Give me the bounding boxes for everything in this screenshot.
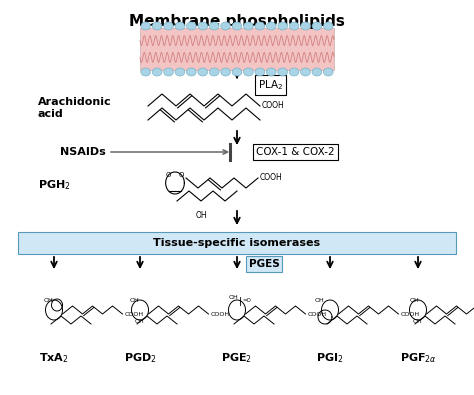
- Ellipse shape: [141, 22, 151, 30]
- Ellipse shape: [175, 68, 185, 76]
- Text: NSAIDs: NSAIDs: [60, 147, 106, 157]
- Ellipse shape: [175, 22, 185, 30]
- Bar: [18, 232, 456, 254]
- Ellipse shape: [323, 68, 333, 76]
- Text: COOH: COOH: [262, 102, 285, 111]
- Ellipse shape: [278, 68, 288, 76]
- Text: COOH: COOH: [260, 173, 283, 182]
- Text: Membrane phospholipids: Membrane phospholipids: [129, 14, 345, 29]
- Text: Arachidonic
acid: Arachidonic acid: [38, 97, 111, 119]
- Text: O: O: [166, 172, 171, 178]
- Text: OH: OH: [410, 298, 420, 303]
- Text: PGF$_{2\alpha}$: PGF$_{2\alpha}$: [400, 351, 437, 365]
- Ellipse shape: [221, 68, 230, 76]
- Ellipse shape: [210, 68, 219, 76]
- Text: COOH: COOH: [125, 312, 144, 316]
- Ellipse shape: [266, 68, 276, 76]
- Ellipse shape: [289, 22, 299, 30]
- Ellipse shape: [221, 22, 230, 30]
- Text: PGD$_2$: PGD$_2$: [124, 351, 156, 365]
- Text: OH: OH: [315, 298, 325, 303]
- Ellipse shape: [141, 68, 151, 76]
- Ellipse shape: [312, 22, 322, 30]
- Ellipse shape: [232, 68, 242, 76]
- Ellipse shape: [198, 68, 208, 76]
- Text: OH: OH: [229, 295, 239, 300]
- Ellipse shape: [255, 22, 264, 30]
- Ellipse shape: [186, 68, 196, 76]
- Ellipse shape: [198, 22, 208, 30]
- Text: OH: OH: [195, 211, 207, 220]
- Ellipse shape: [266, 22, 276, 30]
- Text: PGES: PGES: [249, 259, 280, 269]
- Text: OH: OH: [413, 319, 423, 324]
- Text: OH: OH: [44, 298, 54, 303]
- Ellipse shape: [244, 68, 253, 76]
- Text: PGI$_2$: PGI$_2$: [316, 351, 344, 365]
- Text: O: O: [179, 172, 184, 178]
- Text: PLA$_2$: PLA$_2$: [258, 78, 283, 92]
- Ellipse shape: [244, 22, 253, 30]
- Text: TxA$_2$: TxA$_2$: [39, 351, 69, 365]
- Ellipse shape: [152, 22, 162, 30]
- Ellipse shape: [210, 22, 219, 30]
- Ellipse shape: [301, 68, 310, 76]
- Text: Tissue-specific isomerases: Tissue-specific isomerases: [154, 238, 320, 248]
- Ellipse shape: [186, 22, 196, 30]
- Ellipse shape: [289, 68, 299, 76]
- Bar: [140, 28, 334, 70]
- Text: COOH: COOH: [210, 312, 229, 316]
- Text: COOH: COOH: [308, 312, 327, 316]
- Text: OH: OH: [130, 298, 140, 303]
- Ellipse shape: [323, 22, 333, 30]
- Text: COOH: COOH: [401, 312, 419, 316]
- Ellipse shape: [152, 68, 162, 76]
- Ellipse shape: [255, 68, 264, 76]
- Text: PGE$_2$: PGE$_2$: [221, 351, 253, 365]
- Text: OH: OH: [135, 319, 145, 324]
- Ellipse shape: [312, 68, 322, 76]
- Ellipse shape: [164, 68, 173, 76]
- Ellipse shape: [301, 22, 310, 30]
- Ellipse shape: [278, 22, 288, 30]
- Ellipse shape: [232, 22, 242, 30]
- Text: PGH$_2$: PGH$_2$: [38, 178, 71, 192]
- Ellipse shape: [164, 22, 173, 30]
- Text: COX-1 & COX-2: COX-1 & COX-2: [256, 147, 335, 157]
- Text: =O: =O: [242, 298, 251, 303]
